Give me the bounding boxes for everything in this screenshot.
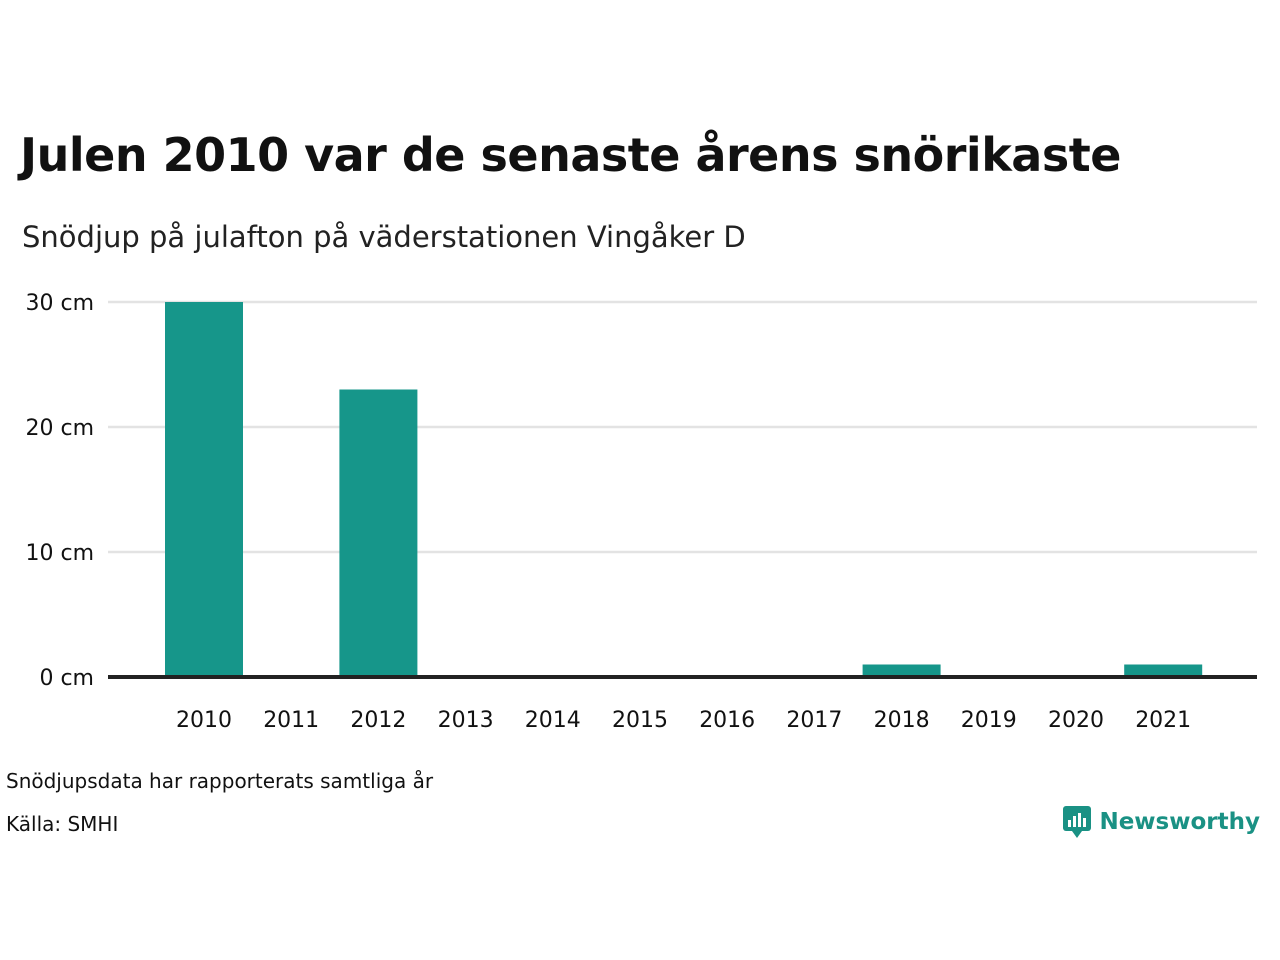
brand-name: Newsworthy: [1099, 809, 1260, 835]
x-tick-label: 2018: [874, 708, 930, 733]
y-tick-label: 20 cm: [25, 416, 94, 441]
bar: [1124, 664, 1203, 677]
y-tick-label: 10 cm: [25, 541, 94, 566]
x-tick-label: 2014: [525, 708, 581, 733]
x-tick-label: 2016: [699, 708, 755, 733]
x-tick-label: 2015: [612, 708, 668, 733]
bar-chart: 0 cm 10 cm 20 cm 30 cm 2010 2011 2012 2013 2014 2…: [25, 291, 1257, 733]
x-tick-label: 2012: [350, 708, 406, 733]
bar: [165, 302, 243, 677]
x-tick-label: 2021: [1135, 708, 1191, 733]
brand-logo[interactable]: Newsworthy: [1063, 806, 1260, 838]
y-tick-label: 0 cm: [39, 666, 94, 691]
x-tick-label: 2020: [1048, 708, 1104, 733]
footnote: Snödjupsdata har rapporterats samtliga å…: [6, 769, 434, 793]
chart-title: Julen 2010 var de senaste årens snörikas…: [20, 128, 1121, 182]
x-tick-label: 2019: [961, 708, 1017, 733]
newsworthy-logo-icon: [1063, 806, 1092, 838]
source-label: Källa: SMHI: [6, 812, 119, 836]
bar: [339, 389, 418, 677]
x-tick-label: 2013: [438, 708, 494, 733]
chart-subtitle: Snödjup på julafton på väderstationen Vi…: [22, 220, 746, 254]
y-tick-label: 30 cm: [25, 291, 94, 316]
bar: [862, 664, 941, 677]
x-tick-label: 2017: [786, 708, 842, 733]
x-tick-label: 2011: [263, 708, 319, 733]
x-tick-label: 2010: [176, 708, 232, 733]
